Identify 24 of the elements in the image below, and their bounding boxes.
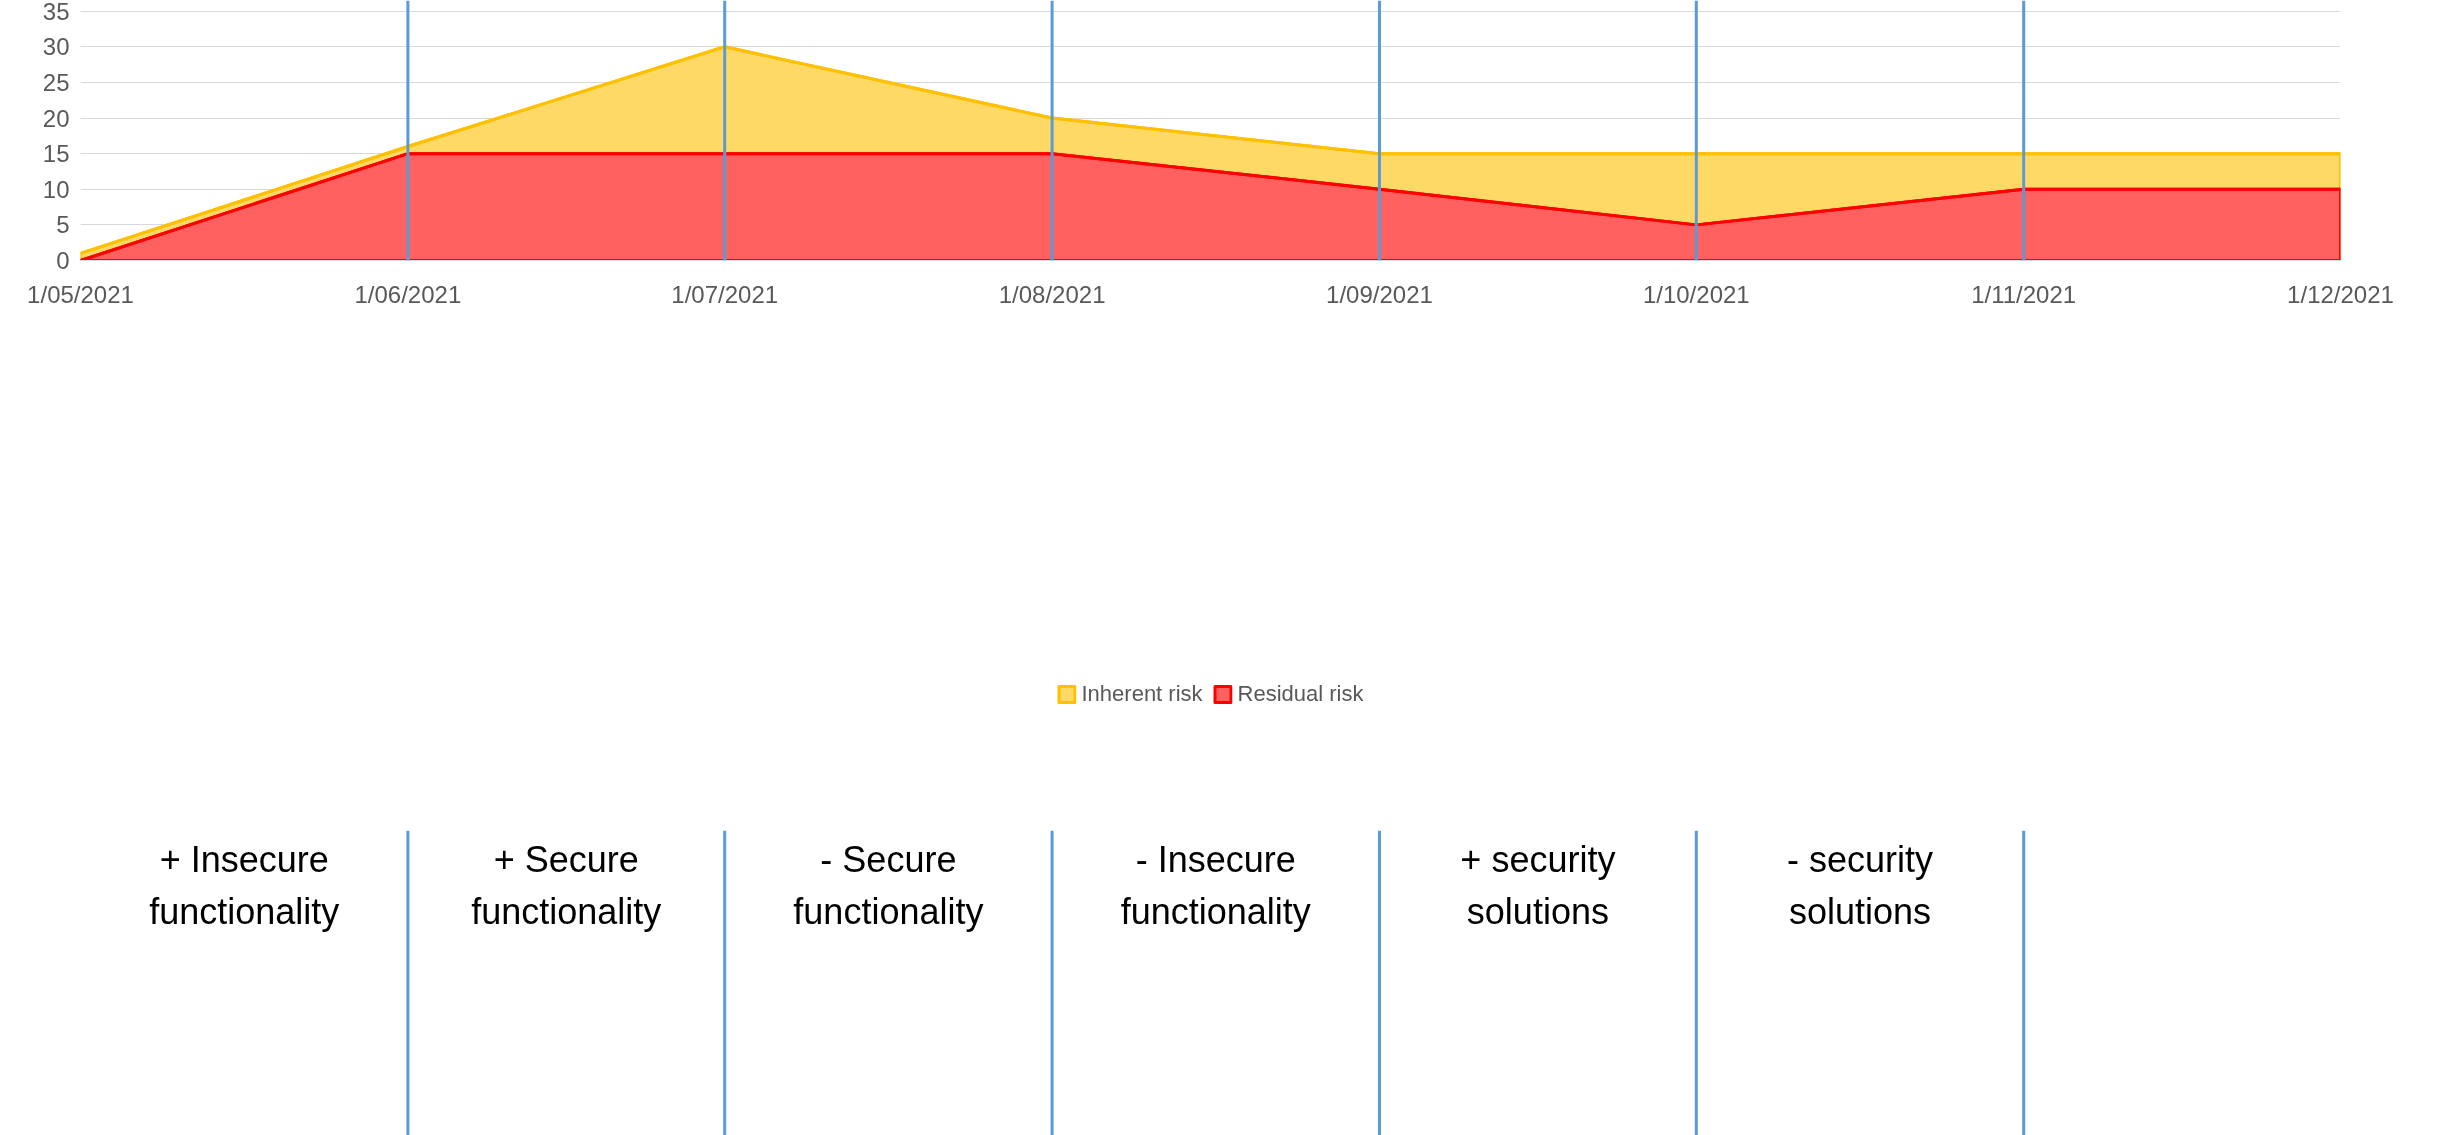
x-tick-label: 1/11/2021 xyxy=(1971,280,2077,308)
text: - Insecure functionality xyxy=(1120,839,1311,932)
x-tick-label: 1/06/2021 xyxy=(354,280,462,308)
y-tick-label: 0 xyxy=(56,247,70,274)
y-tick-label: 15 xyxy=(42,140,70,168)
text: + Insecure functionality xyxy=(149,839,340,932)
x-tick-label: 1/05/2021 xyxy=(27,280,134,308)
y-tick-label: 35 xyxy=(42,0,70,25)
legend-label: Residual risk xyxy=(1237,680,1364,707)
y-tick-label: 10 xyxy=(42,175,70,203)
x-tick-label: 1/10/2021 xyxy=(1642,280,1750,308)
legend-label: Inherent risk xyxy=(1081,680,1203,707)
y-tick-label: 5 xyxy=(56,211,70,239)
y-tick-label: 25 xyxy=(42,68,70,96)
x-tick-label: 1/08/2021 xyxy=(998,280,1106,308)
x-tick-label: 1/12/2021 xyxy=(2287,280,2394,308)
x-tick-label: 1/09/2021 xyxy=(1326,280,1433,308)
y-tick-label: 30 xyxy=(42,33,70,61)
x-tick-label: 1/07/2021 xyxy=(671,280,779,308)
y-tick-label: 20 xyxy=(42,104,70,132)
text: - security solutions xyxy=(1786,839,1934,932)
text: + Secure functionality xyxy=(471,839,662,932)
text: + security solutions xyxy=(1460,839,1616,932)
text: - Secure functionality xyxy=(793,839,984,932)
